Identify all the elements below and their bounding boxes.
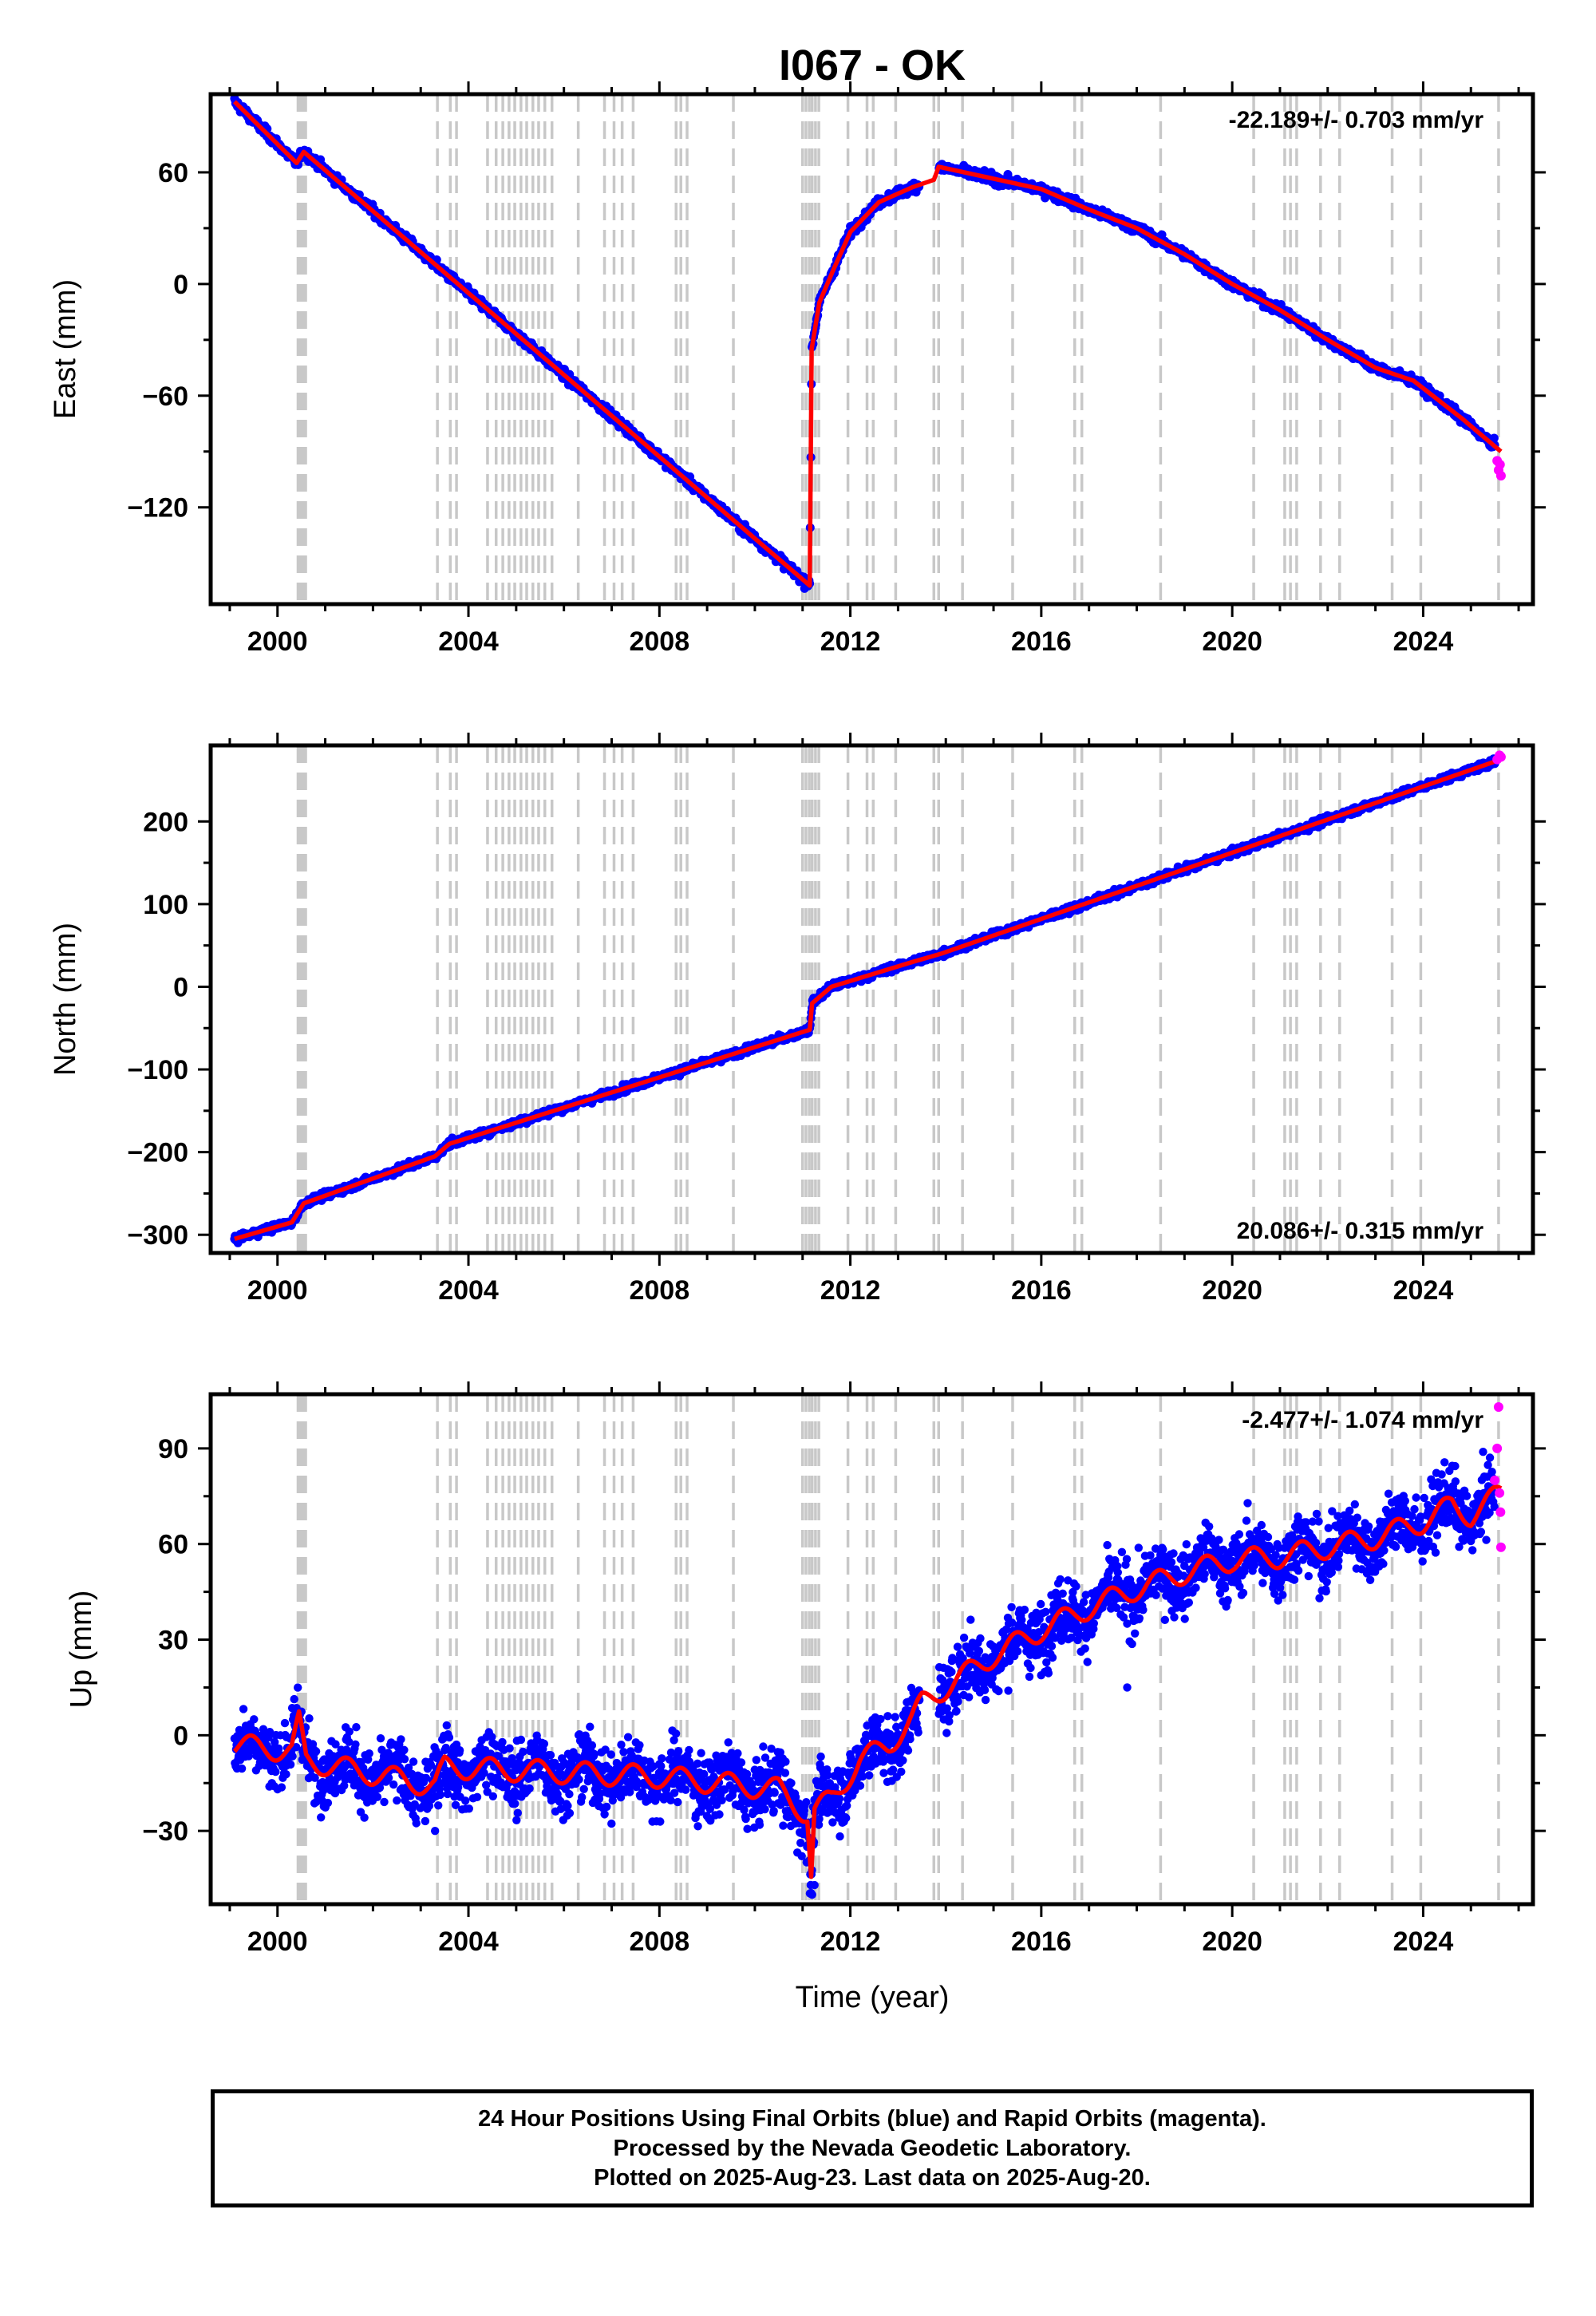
x-tick-label: 2000 [247,626,308,657]
data-point [1157,230,1167,239]
data-point [237,1764,247,1773]
x-tick-label: 2000 [247,1275,308,1306]
y-tick-label: −120 [127,493,188,524]
data-point [323,1798,333,1808]
x-tick-label: 2016 [1011,1275,1072,1306]
rapid-point [1495,471,1506,481]
x-tick-label: 2024 [1393,626,1454,657]
data-point [250,1715,259,1724]
x-tick-label: 2012 [820,1275,881,1306]
y-tick-label: 100 [143,890,188,920]
data-point [294,1683,302,1692]
data-point [239,1705,248,1713]
x-tick-label: 2004 [438,626,499,657]
y-tick-label: 0 [173,270,188,300]
north-plot-area [230,745,1506,1253]
data-point [317,1813,326,1822]
y-axis-label: North (mm) [49,923,82,1076]
east-plot-area [230,94,1506,604]
up-final-points [230,1448,1499,1899]
x-tick-label: 2024 [1393,1275,1454,1306]
x-tick-label: 2008 [629,1275,689,1306]
x-tick-label: 2016 [1011,626,1072,657]
data-point [1489,433,1499,443]
north-rapid-points [1492,750,1506,765]
east-final-points [230,94,1499,593]
y-axis-label: East (mm) [49,279,82,419]
east-panel: 2000 2004 2008 2012 2016 2020 2024 −120 −60 0 60 Ea… [49,81,1546,657]
y-tick-label: 0 [173,972,188,1002]
east-frame [208,92,1535,607]
data-point [280,1718,290,1728]
data-point [311,1747,321,1756]
y-tick-label: 200 [143,807,188,837]
y-tick-label: 60 [158,158,188,188]
data-point [288,1752,297,1761]
up-panel: 2000 2004 2008 2012 2016 2020 2024−300306090Up… [65,1381,1546,1957]
y-tick-label: −100 [127,1055,188,1085]
chart-title: I067 - OK [779,41,966,89]
x-tick-label: 2008 [629,626,689,657]
data-point [271,1767,280,1777]
north-panel: 2000 2004 2008 2012 2016 2020 2024−300−200−100… [49,733,1546,1306]
y-tick-label: −300 [127,1220,188,1251]
x-tick-label: 2020 [1202,626,1262,657]
east-model-line [232,100,1503,588]
y-tick-label: −60 [142,381,188,412]
data-point [286,1760,295,1769]
data-point [282,1770,290,1779]
up-plot-area [230,1394,1506,1904]
rate-label: -22.189+/- 0.703 mm/yr [1229,107,1484,133]
y-tick-label: −200 [127,1138,188,1168]
east-rapid-points [1492,456,1506,481]
x-tick-label: 2004 [438,1275,499,1306]
x-tick-label: 2012 [820,626,881,657]
x-tick-label: 2020 [1202,1275,1262,1306]
rapid-point [1495,460,1505,470]
data-point [305,1714,314,1723]
rapid-point [1495,752,1506,762]
data-point [277,1783,286,1792]
rate-label: 20.086+/- 0.315 mm/yr [1237,1218,1484,1244]
data-point [290,1694,298,1704]
